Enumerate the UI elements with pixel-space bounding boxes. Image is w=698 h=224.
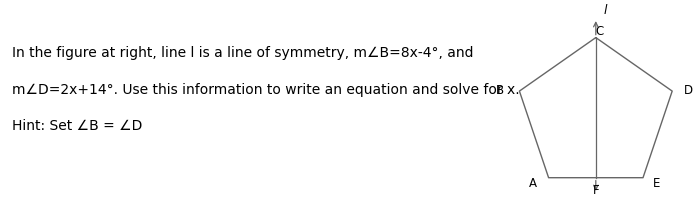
Text: B: B xyxy=(496,84,504,97)
Text: E: E xyxy=(653,177,660,190)
Text: m∠D=2x+14°. Use this information to write an equation and solve for x.: m∠D=2x+14°. Use this information to writ… xyxy=(12,83,519,97)
Text: F: F xyxy=(593,184,599,197)
Text: $l$: $l$ xyxy=(603,3,608,17)
Text: C: C xyxy=(596,25,604,38)
Text: D: D xyxy=(684,84,693,97)
Text: Hint: Set ∠B = ∠D: Hint: Set ∠B = ∠D xyxy=(12,119,142,133)
Text: A: A xyxy=(529,177,537,190)
Text: In the figure at right, line l is a line of symmetry, m∠B=8x-4°, and: In the figure at right, line l is a line… xyxy=(12,46,473,60)
